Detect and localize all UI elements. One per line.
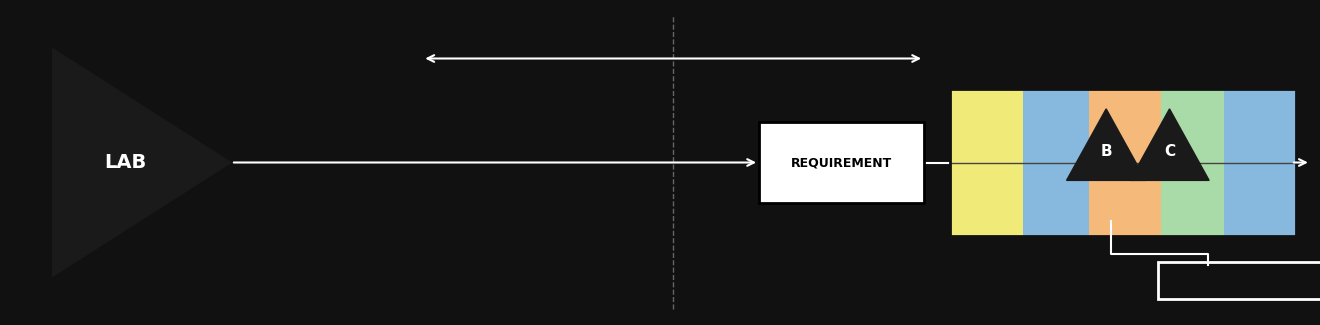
Text: LAB: LAB — [104, 153, 147, 172]
Bar — [950, 89, 1296, 236]
Bar — [1158, 262, 1320, 299]
Text: C: C — [1164, 144, 1175, 159]
Polygon shape — [1130, 109, 1209, 180]
Polygon shape — [1067, 109, 1146, 180]
Bar — [1089, 89, 1162, 236]
Polygon shape — [53, 49, 231, 276]
Bar — [1162, 89, 1224, 236]
Bar — [1224, 89, 1296, 236]
Text: REQUIREMENT: REQUIREMENT — [791, 156, 892, 169]
Bar — [1023, 89, 1089, 236]
Bar — [759, 122, 924, 203]
Text: B: B — [1101, 144, 1111, 159]
Bar — [950, 89, 1023, 236]
